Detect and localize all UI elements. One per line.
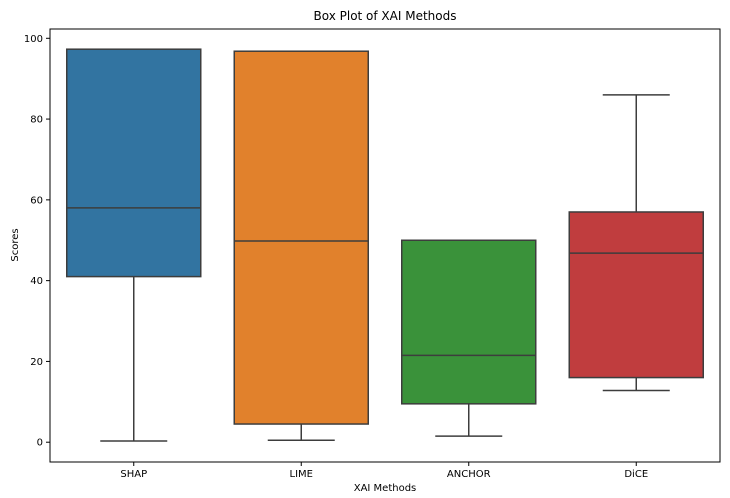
x-tick-label: LIME [290,469,313,480]
y-tick-label: 80 [30,115,43,126]
y-tick-label: 40 [30,276,43,287]
plot-frame [49,28,721,463]
box-dice [568,211,704,379]
x-tick-label: DiCE [624,469,648,480]
y-tick-label: 100 [24,34,43,45]
chart-title: Box Plot of XAI Methods [314,9,457,23]
x-tick-label: ANCHOR [447,469,491,480]
x-axis-title: XAI Methods [354,483,417,494]
y-tick-label: 20 [30,357,43,368]
box-shap [66,48,202,278]
box-anchor [401,239,537,405]
y-axis-title: Scores [10,228,21,261]
plot-area: 0 20 40 60 80 100 SHAP LIME ANCHOR DiCE [24,34,704,480]
x-tick-label: SHAP [120,469,147,480]
box-lime [233,50,369,425]
y-tick-label: 60 [30,195,43,206]
y-tick-label: 0 [37,438,43,449]
